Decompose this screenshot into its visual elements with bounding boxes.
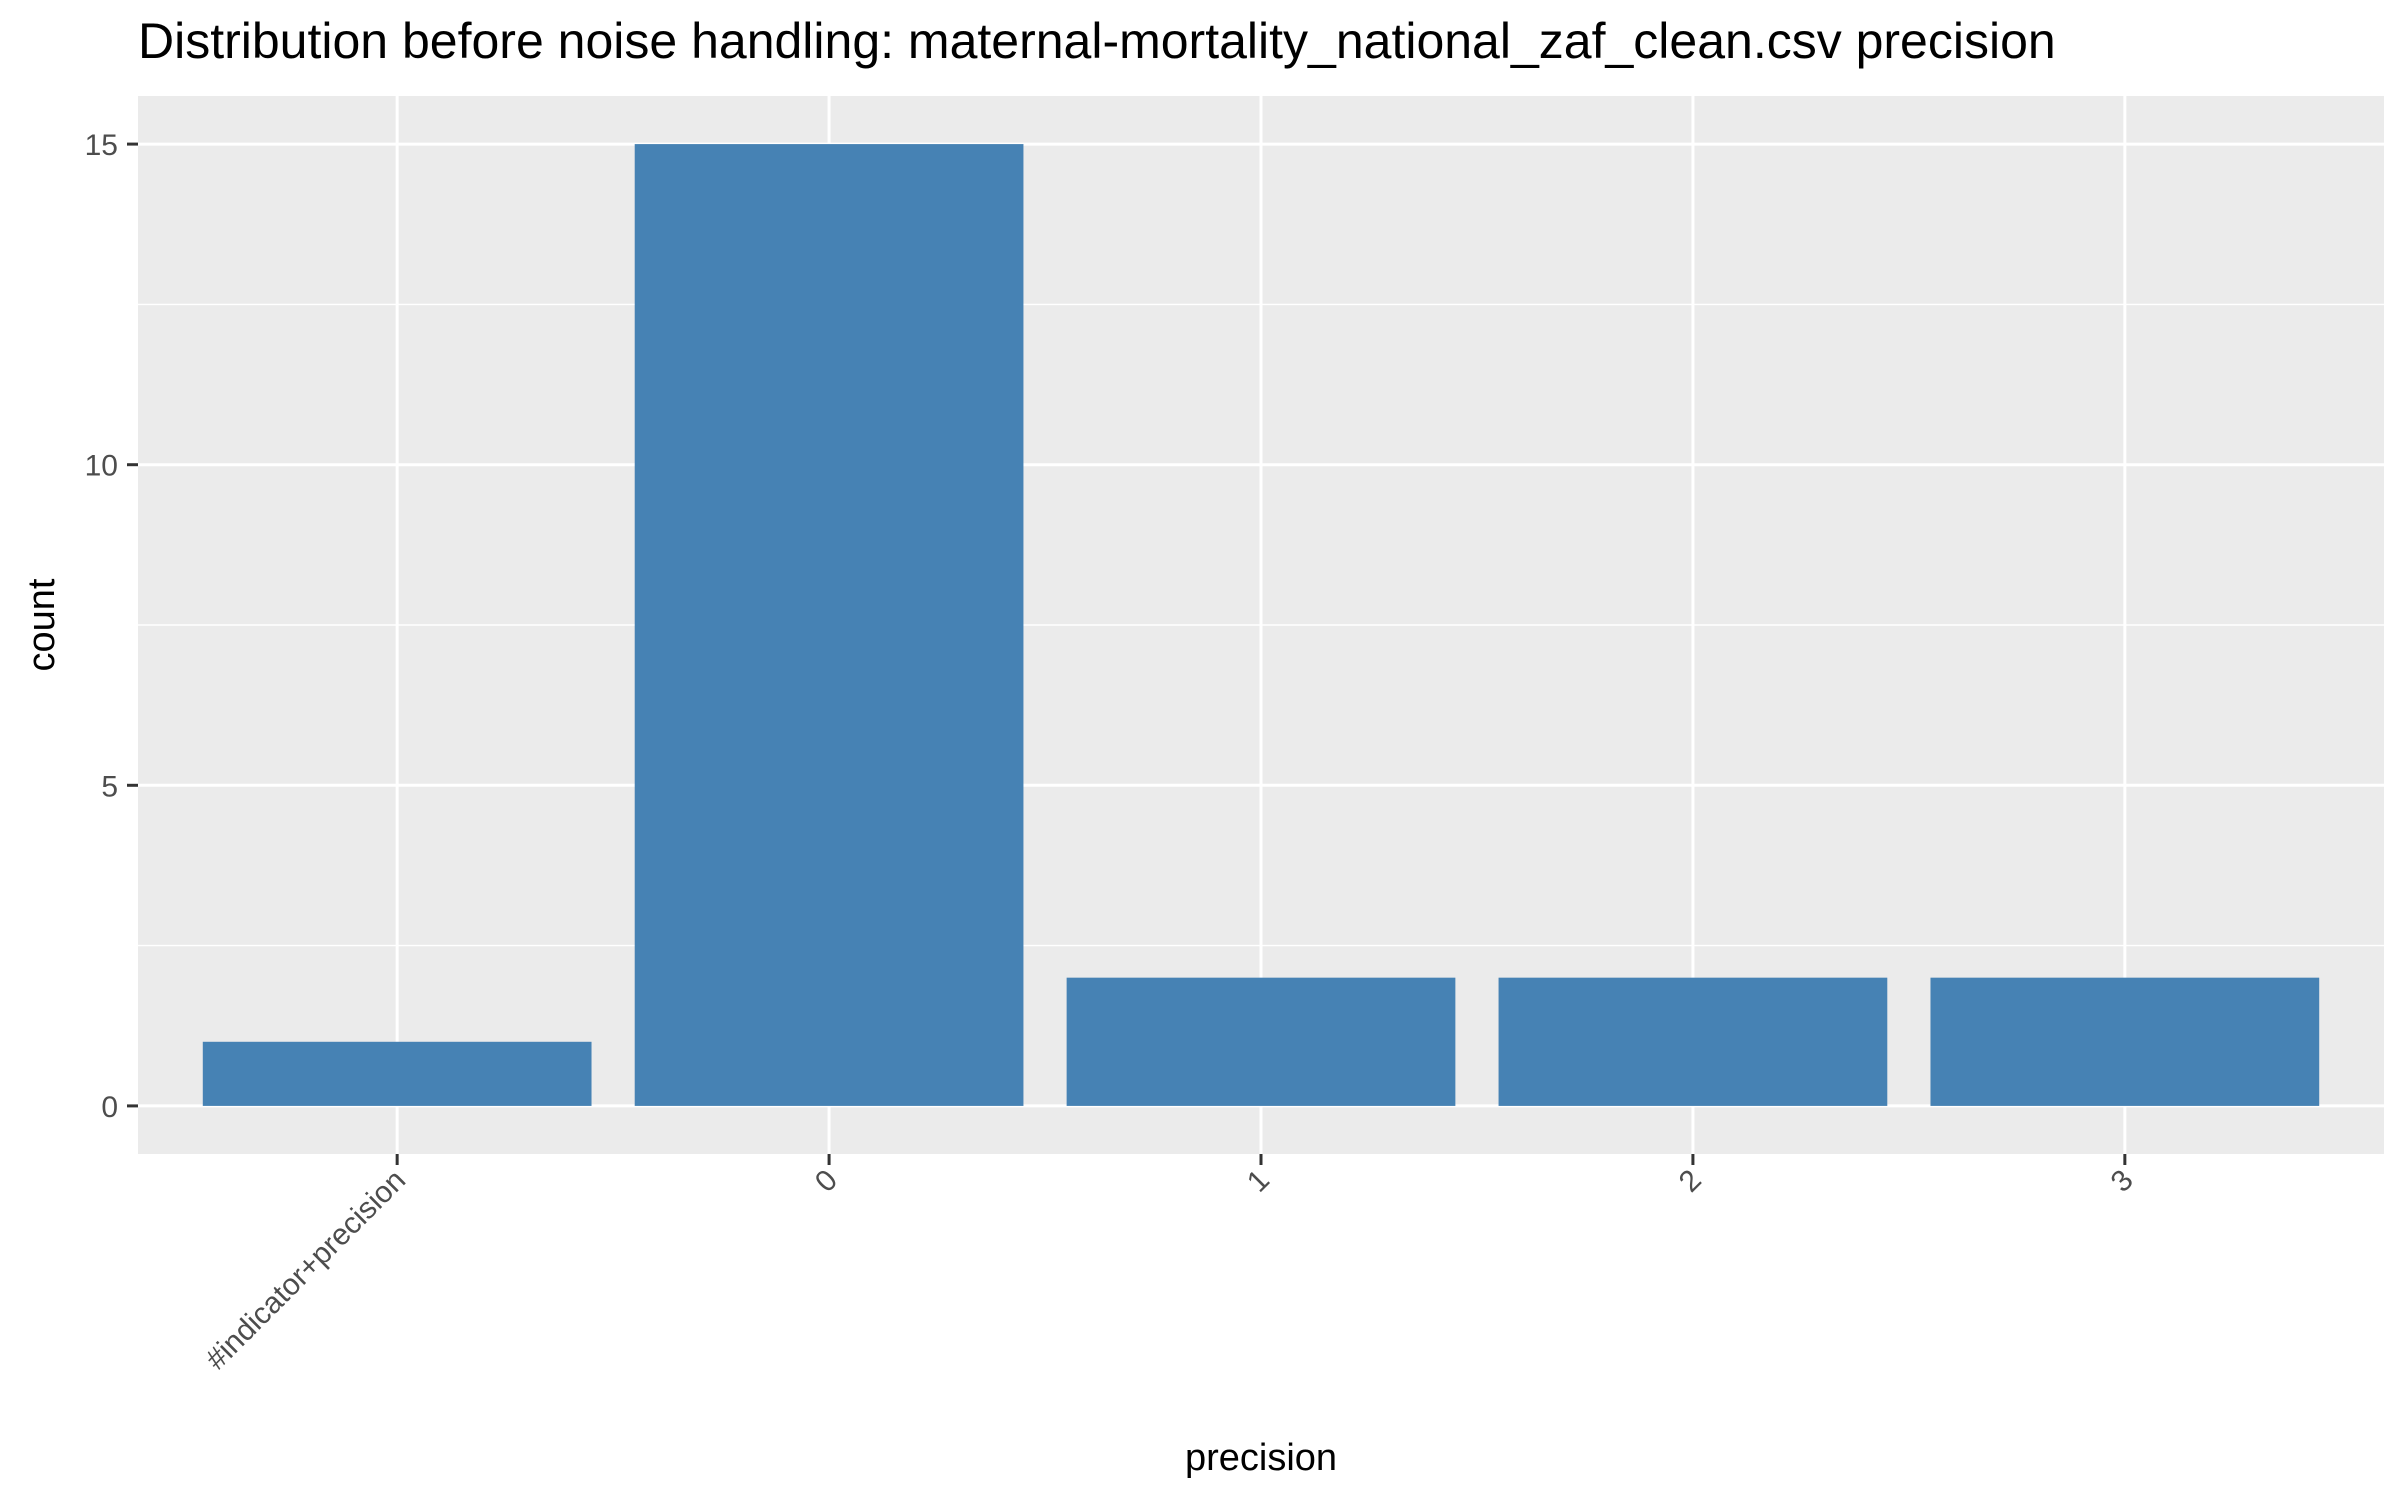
bar <box>202 1041 592 1106</box>
bars <box>202 144 2320 1106</box>
x-tick-label: 1 <box>1241 1164 1276 1199</box>
x-axis: #indicator+precision 0 1 2 3 <box>200 1154 2140 1376</box>
x-tick-label: 2 <box>1673 1164 1708 1199</box>
y-tick-label: 10 <box>85 450 118 483</box>
chart-title: Distribution before noise handling: mate… <box>138 13 2056 69</box>
y-axis-title: count <box>21 578 63 671</box>
x-tick-label: #indicator+precision <box>200 1164 413 1377</box>
x-tick-label: 3 <box>2105 1164 2140 1199</box>
y-axis: 0 5 10 15 <box>85 129 138 1124</box>
bar <box>634 144 1024 1106</box>
bar <box>1498 977 1888 1106</box>
y-tick-label: 0 <box>101 1091 118 1124</box>
x-axis-title: precision <box>1185 1437 1337 1479</box>
y-tick-label: 15 <box>85 129 118 162</box>
y-tick-label: 5 <box>101 770 118 803</box>
x-tick-label: 0 <box>809 1164 844 1199</box>
bar <box>1930 977 2320 1106</box>
bar <box>1066 977 1456 1106</box>
